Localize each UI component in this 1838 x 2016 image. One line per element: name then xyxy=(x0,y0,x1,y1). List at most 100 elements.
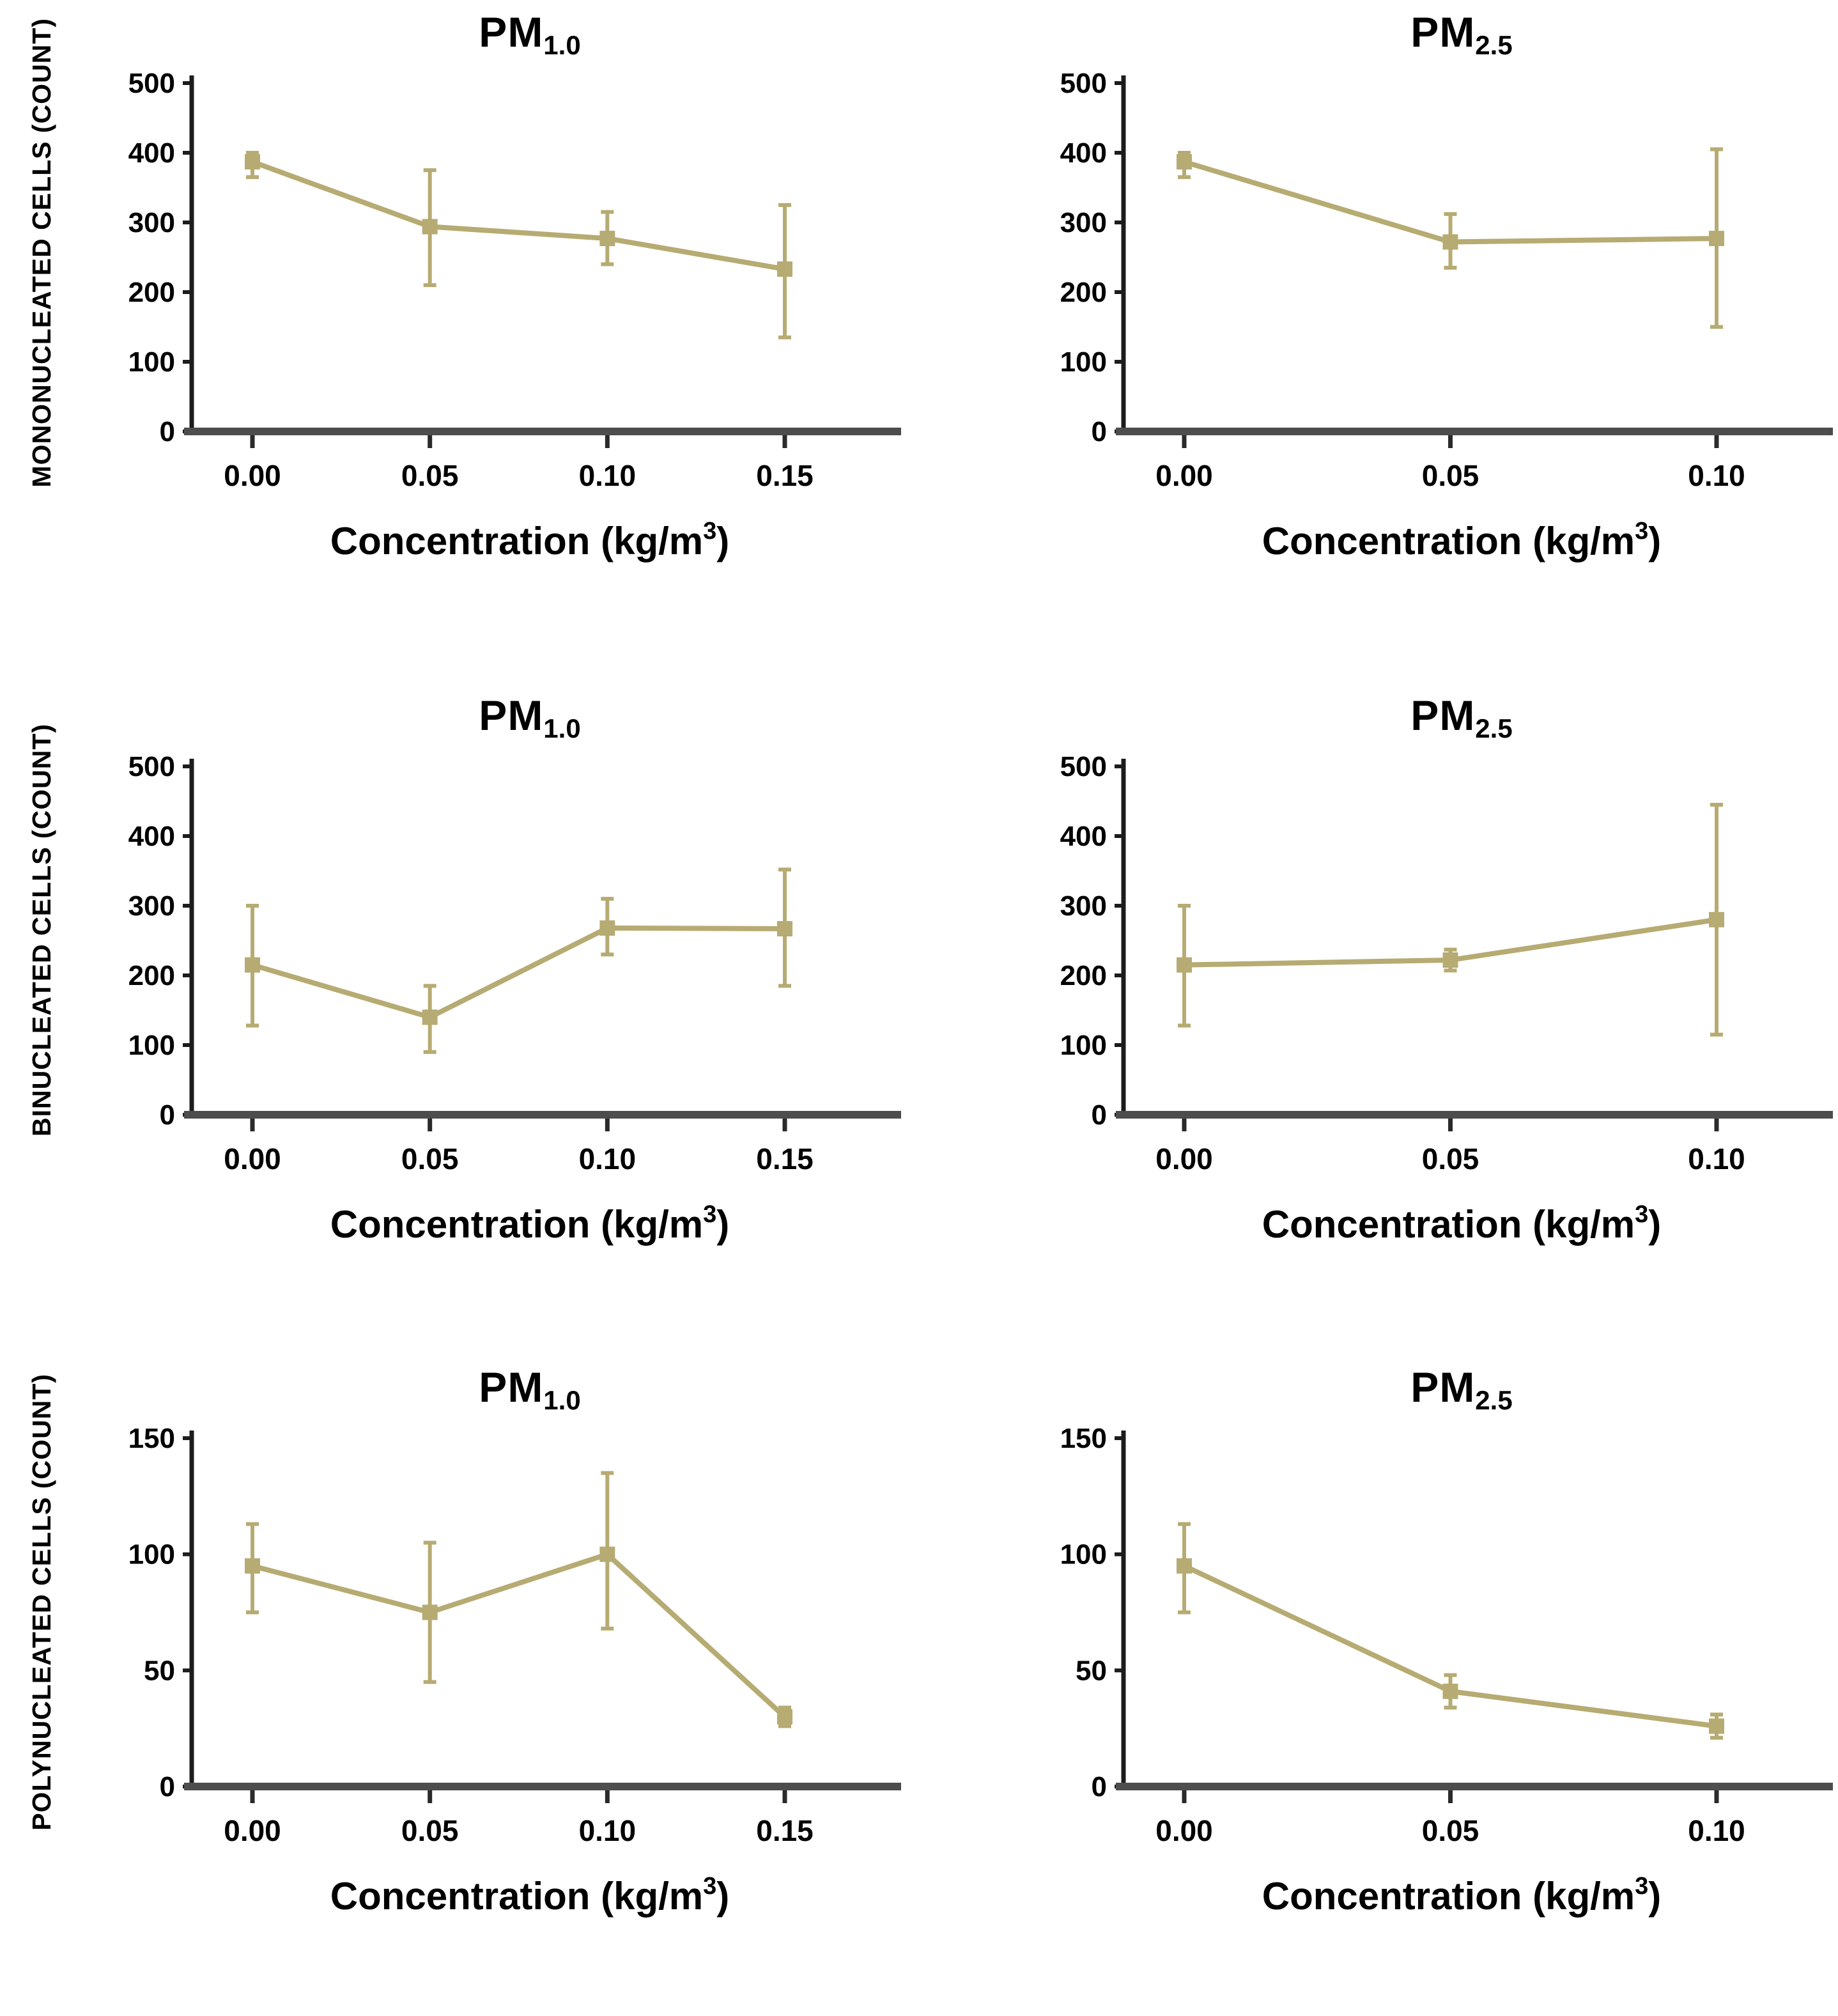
y-axis: 0 100 200 300 400 500 xyxy=(128,751,194,1131)
y-axis: 0 100 200 300 400 500 xyxy=(128,68,194,447)
y-axis: 0 100 200 300 400 500 xyxy=(1060,68,1126,447)
y-tick-label: 100 xyxy=(1060,346,1107,378)
data-point-marker xyxy=(777,1709,792,1725)
row-polynucleated: POLYNUCLEATED CELLS (COUNT) PM1.0 0 50 100… xyxy=(0,1344,1838,2015)
x-tick-label: 0.00 xyxy=(1155,459,1213,492)
chart-title-prefix: PM xyxy=(479,1363,544,1411)
x-axis-label-superscript: 3 xyxy=(703,1201,717,1228)
x-axis-label-superscript: 3 xyxy=(703,1873,717,1900)
chart-title-subscript: 1.0 xyxy=(543,30,581,60)
x-axis-label: Concentration (kg/m3) xyxy=(1015,518,1838,563)
chart-title-prefix: PM xyxy=(1410,8,1476,56)
error-bars xyxy=(246,867,791,1054)
y-tick-label: 0 xyxy=(160,1099,175,1131)
y-tick-label: 300 xyxy=(128,207,175,238)
x-tick-label: 0.00 xyxy=(224,459,281,492)
data-point-marker xyxy=(1709,1718,1724,1734)
chart-canvas: 0 50 100 150 0.00 0.05 0.10 xyxy=(1060,1423,1833,1847)
x-tick-label: 0.10 xyxy=(579,1142,637,1175)
x-tick-label: 0.05 xyxy=(1422,1142,1479,1175)
y-tick-label: 0 xyxy=(1092,416,1107,447)
chart-canvas: 0 100 200 300 400 500 0.00 0.05 0.10 xyxy=(1060,751,1833,1175)
chart-title-prefix: PM xyxy=(479,8,544,56)
y-axis-label-mononucleated: MONONUCLEATED CELLS (COUNT) xyxy=(26,18,56,488)
ylabel-column: MONONUCLEATED CELLS (COUNT) xyxy=(0,0,83,672)
x-axis-label-superscript: 3 xyxy=(1635,1873,1649,1900)
x-axis-label: Concentration (kg/m3) xyxy=(83,1201,906,1246)
chart-title-prefix: PM xyxy=(479,692,544,739)
column-gap xyxy=(906,1355,1015,2015)
y-tick-label: 0 xyxy=(160,1771,175,1803)
y-tick-label: 200 xyxy=(128,277,175,308)
x-axis-label-text: Concentration (kg/m xyxy=(1262,520,1635,562)
x-axis-label-text: Concentration (kg/m xyxy=(1262,1203,1635,1246)
data-point-marker xyxy=(1709,231,1724,247)
y-tick-label: 100 xyxy=(128,346,175,378)
series-line xyxy=(251,925,785,1020)
x-axis: 0.00 0.05 0.10 0.15 xyxy=(184,1111,901,1175)
column-gap xyxy=(906,0,1015,672)
panel-mononucleated-pm25: PM2.5 0 100 200 300 400 500 0.00 0.05 0.10 Conce… xyxy=(1015,0,1838,672)
x-tick-label: 0.15 xyxy=(756,1814,814,1847)
data-point-marker xyxy=(245,154,260,170)
x-axis-label-superscript: 3 xyxy=(1635,518,1649,545)
chart-title-subscript: 1.0 xyxy=(543,1385,581,1415)
y-tick-label: 400 xyxy=(128,821,175,852)
data-points xyxy=(245,154,792,277)
chart-binucleated-pm10: 0 100 200 300 400 500 0.00 0.05 0.10 0.15 xyxy=(83,747,906,1195)
y-axis: 0 50 100 150 xyxy=(1060,1423,1126,1803)
chart-title: PM2.5 xyxy=(1015,683,1838,747)
data-point-marker xyxy=(1177,1558,1192,1574)
data-point-marker xyxy=(1442,234,1458,250)
data-point-marker xyxy=(1709,911,1724,927)
y-tick-label: 100 xyxy=(1060,1539,1107,1570)
y-tick-label: 100 xyxy=(128,1539,175,1570)
chart-title-prefix: PM xyxy=(1410,692,1476,739)
x-axis-label: Concentration (kg/m3) xyxy=(1015,1873,1838,1918)
x-axis: 0.00 0.05 0.10 xyxy=(1116,428,1833,492)
x-tick-label: 0.10 xyxy=(1688,1814,1745,1847)
x-axis-label-close: ) xyxy=(716,1875,730,1918)
x-tick-label: 0.10 xyxy=(579,459,637,492)
chart-canvas: 0 100 200 300 400 500 0.00 0.05 0.10 xyxy=(1060,68,1833,492)
series-line xyxy=(251,1551,787,1719)
y-tick-label: 400 xyxy=(1060,137,1107,169)
y-tick-label: 500 xyxy=(128,68,175,99)
data-point-marker xyxy=(1177,957,1192,973)
error-bars xyxy=(246,1471,791,1728)
x-axis-label-close: ) xyxy=(1648,520,1662,562)
x-tick-label: 0.10 xyxy=(1688,459,1745,492)
column-gap xyxy=(906,683,1015,1344)
y-tick-label: 300 xyxy=(128,890,175,922)
row-binucleated: BINUCLEATED CELLS (COUNT) PM1.0 0 100 200 3… xyxy=(0,672,1838,1344)
x-axis-label: Concentration (kg/m3) xyxy=(83,1873,906,1918)
chart-title: PM2.5 xyxy=(1015,1355,1838,1419)
error-bars xyxy=(246,151,791,339)
series-line xyxy=(251,159,785,272)
panel-mononucleated-pm10: PM1.0 0 100 200 300 400 500 0.00 0.05 0.10 0.15 C… xyxy=(83,0,906,672)
panel-polynucleated-pm25: PM2.5 0 50 100 150 0.00 0.05 0.10 Concentratio… xyxy=(1015,1355,1838,2015)
chart-mononucleated-pm10: 0 100 200 300 400 500 0.00 0.05 0.10 0.15 xyxy=(83,64,906,511)
chart-title-subscript: 2.5 xyxy=(1475,713,1513,743)
panel-binucleated-pm10: PM1.0 0 100 200 300 400 500 0.00 0.05 0.10 0.15 C… xyxy=(83,683,906,1344)
y-tick-label: 50 xyxy=(1076,1655,1107,1686)
x-tick-label: 0.15 xyxy=(756,1142,814,1175)
chart-title-subscript: 1.0 xyxy=(543,713,581,743)
y-tick-label: 500 xyxy=(128,751,175,782)
y-tick-label: 200 xyxy=(1060,277,1107,308)
x-tick-label: 0.00 xyxy=(224,1142,281,1175)
x-axis-label-close: ) xyxy=(1648,1203,1662,1246)
x-axis-label: Concentration (kg/m3) xyxy=(1015,1201,1838,1246)
y-tick-label: 300 xyxy=(1060,207,1107,238)
error-bars xyxy=(1178,1522,1723,1740)
y-tick-label: 500 xyxy=(1060,68,1107,99)
data-point-marker xyxy=(777,261,792,277)
x-axis-label: Concentration (kg/m3) xyxy=(83,518,906,563)
x-axis-label-text: Concentration (kg/m xyxy=(330,1203,704,1246)
data-point-marker xyxy=(777,920,792,936)
ylabel-column: POLYNUCLEATED CELLS (COUNT) xyxy=(0,1355,83,2015)
y-tick-label: 50 xyxy=(144,1655,175,1686)
y-tick-label: 300 xyxy=(1060,890,1107,922)
data-point-marker xyxy=(1442,952,1458,968)
